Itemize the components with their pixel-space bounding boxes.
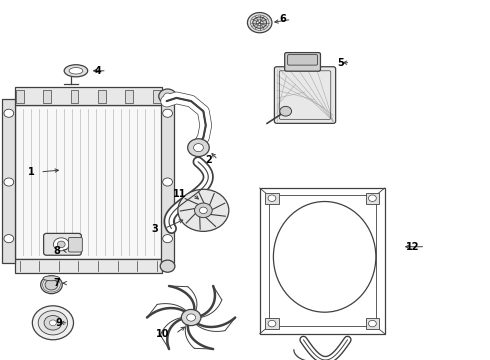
Circle shape xyxy=(181,310,201,325)
Bar xyxy=(161,99,174,263)
Bar xyxy=(125,90,133,103)
Bar xyxy=(260,188,385,334)
Bar xyxy=(2,99,15,263)
Ellipse shape xyxy=(43,276,60,281)
Text: 12: 12 xyxy=(406,242,419,252)
Bar xyxy=(366,318,379,329)
Circle shape xyxy=(32,306,74,340)
Circle shape xyxy=(268,195,276,202)
Text: 8: 8 xyxy=(53,246,60,256)
Text: 2: 2 xyxy=(205,155,212,165)
Circle shape xyxy=(368,195,376,202)
Circle shape xyxy=(163,235,172,243)
Circle shape xyxy=(163,109,172,117)
Circle shape xyxy=(368,320,376,327)
Text: 11: 11 xyxy=(173,189,187,199)
Circle shape xyxy=(38,311,68,335)
Bar xyxy=(269,195,376,327)
Circle shape xyxy=(164,93,171,99)
Bar xyxy=(153,90,161,103)
Circle shape xyxy=(41,276,62,294)
Circle shape xyxy=(53,238,69,251)
Text: 4: 4 xyxy=(94,66,101,76)
Circle shape xyxy=(199,207,207,213)
Circle shape xyxy=(160,260,175,272)
FancyBboxPatch shape xyxy=(44,233,81,255)
Text: 1: 1 xyxy=(27,167,34,177)
Circle shape xyxy=(268,320,276,327)
Circle shape xyxy=(159,89,176,104)
FancyBboxPatch shape xyxy=(285,53,320,71)
Circle shape xyxy=(194,144,203,152)
Text: 5: 5 xyxy=(338,58,344,68)
Circle shape xyxy=(49,320,56,325)
Text: 7: 7 xyxy=(53,278,60,288)
Circle shape xyxy=(57,241,65,248)
Circle shape xyxy=(256,20,263,26)
Bar xyxy=(15,105,162,259)
Text: 9: 9 xyxy=(56,318,63,328)
Bar xyxy=(98,90,106,103)
FancyBboxPatch shape xyxy=(274,67,336,123)
Circle shape xyxy=(280,107,292,116)
Circle shape xyxy=(247,13,272,33)
Text: 6: 6 xyxy=(279,14,286,24)
Circle shape xyxy=(187,314,196,321)
Circle shape xyxy=(4,235,14,243)
Circle shape xyxy=(195,203,212,217)
Circle shape xyxy=(45,279,58,290)
Circle shape xyxy=(4,109,14,117)
Bar xyxy=(265,193,279,204)
Bar xyxy=(265,318,279,329)
Bar xyxy=(366,193,379,204)
Circle shape xyxy=(253,17,267,28)
Circle shape xyxy=(178,189,229,231)
Circle shape xyxy=(163,178,172,186)
Bar xyxy=(43,90,51,103)
FancyBboxPatch shape xyxy=(288,55,318,65)
Ellipse shape xyxy=(69,68,83,74)
Ellipse shape xyxy=(64,65,88,77)
FancyBboxPatch shape xyxy=(69,238,82,252)
Bar xyxy=(15,259,162,273)
Bar xyxy=(71,90,78,103)
Circle shape xyxy=(4,178,14,186)
Text: 10: 10 xyxy=(156,329,170,339)
Circle shape xyxy=(188,139,209,157)
Bar xyxy=(16,90,24,103)
Bar xyxy=(15,87,162,105)
Circle shape xyxy=(44,315,62,330)
Text: 3: 3 xyxy=(151,224,158,234)
